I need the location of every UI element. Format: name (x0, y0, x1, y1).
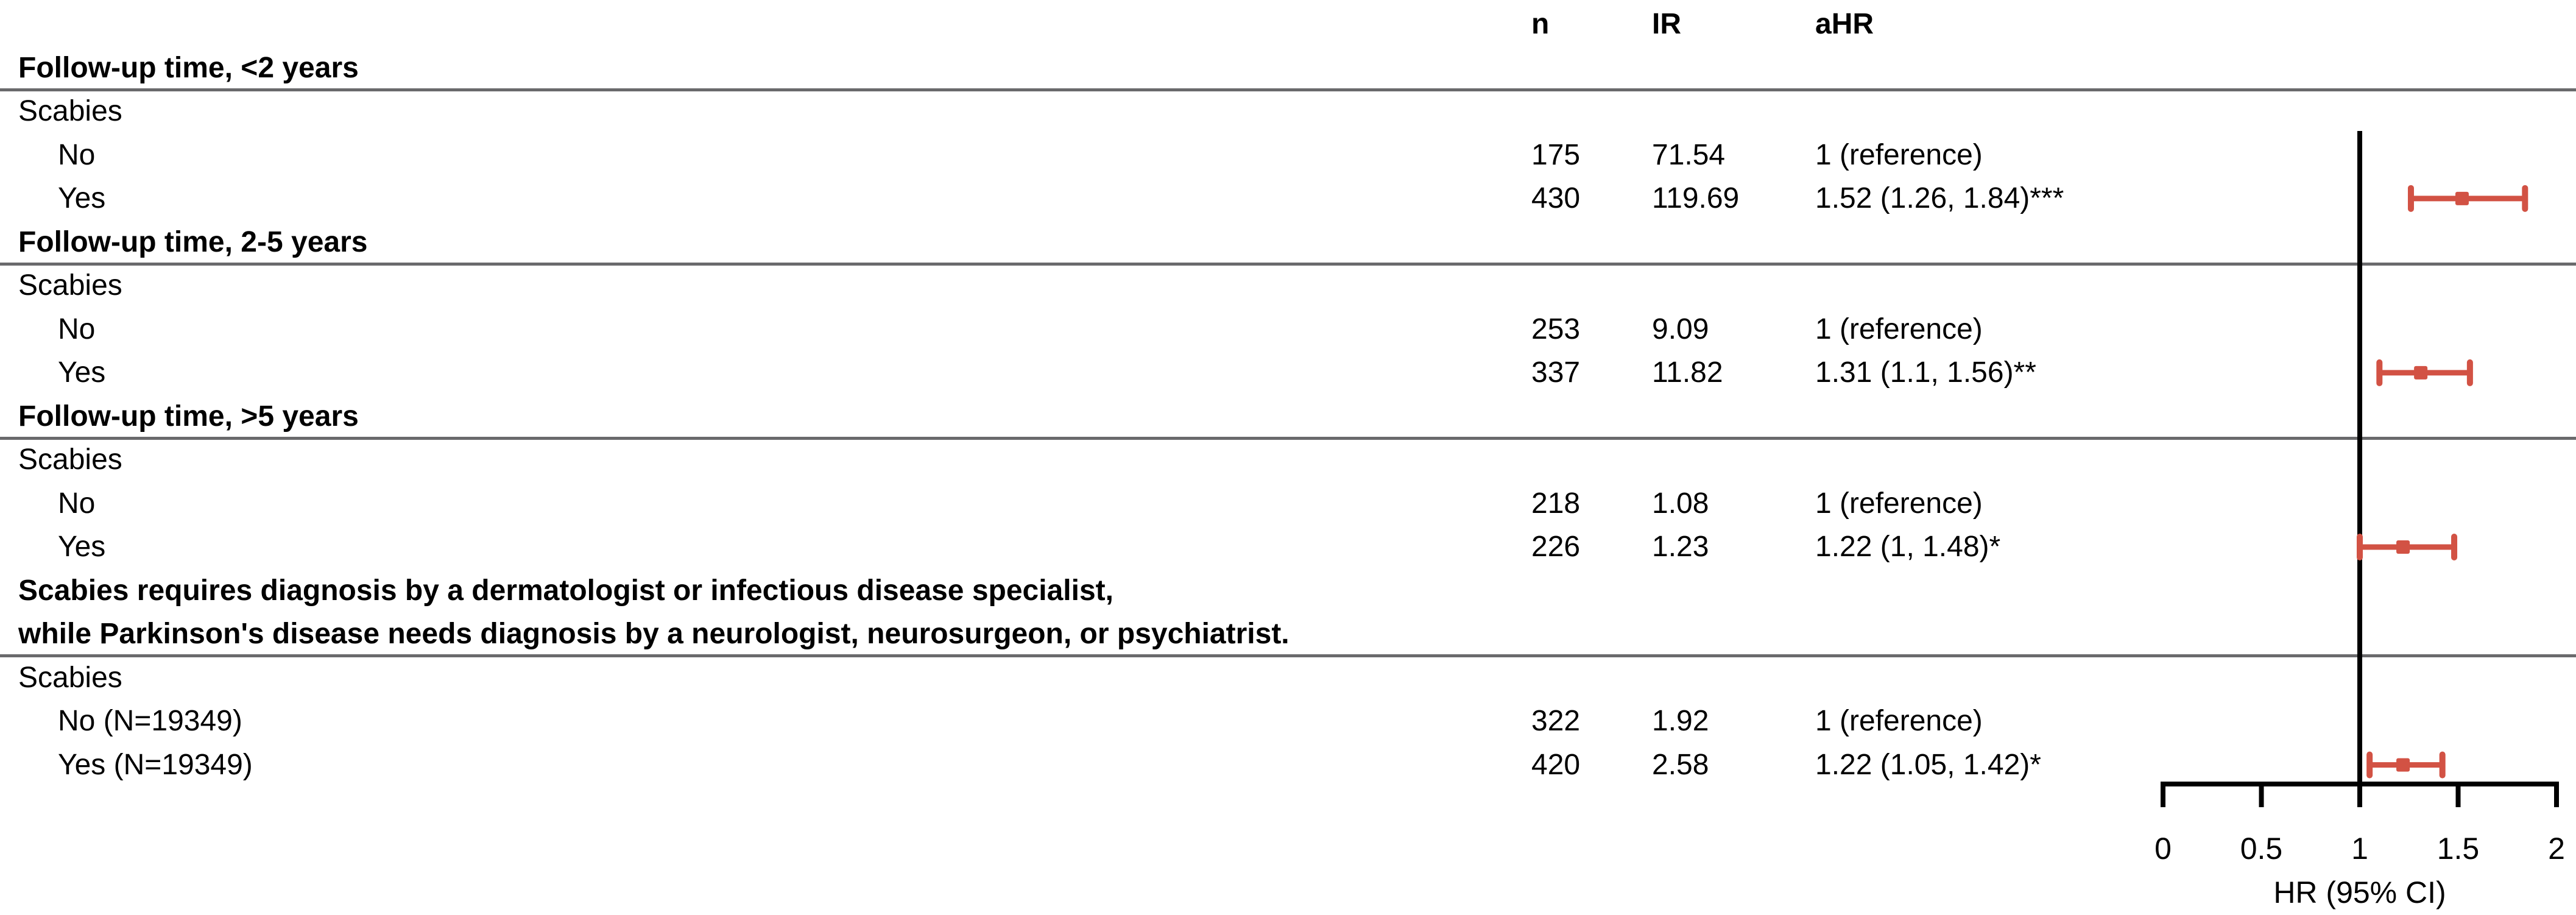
n-cell: 322 (1531, 705, 1581, 738)
ir-cell: 119.69 (1652, 182, 1740, 215)
n-cell: 337 (1531, 356, 1581, 389)
n-cell: 430 (1531, 182, 1581, 215)
row-label: Scabies (18, 443, 122, 476)
ahr-cell: 1 (reference) (1815, 138, 1983, 171)
table-row: No 253 9.09 1 (reference) (0, 308, 2576, 352)
ir-cell: 9.09 (1652, 313, 1709, 345)
separator-line (0, 436, 2576, 440)
table-row: Scabies (0, 90, 2576, 133)
tick-label: 0 (2154, 832, 2172, 866)
point-estimate-marker (2396, 540, 2410, 554)
error-bar (2357, 534, 2458, 560)
ahr-cell: 1 (reference) (1815, 313, 1983, 345)
ir-cell: 11.82 (1652, 356, 1723, 389)
ir-cell: 2.58 (1652, 748, 1709, 781)
x-axis-label: HR (95% CI) (2273, 875, 2446, 910)
table-row: Scabies (0, 438, 2576, 482)
point-estimate-marker (2414, 366, 2428, 380)
ir-cell: 1.08 (1652, 487, 1709, 520)
separator-line (0, 654, 2576, 658)
table-row: Yes 226 1.23 1.22 (1, 1.48)* (0, 525, 2576, 569)
ir-cell: 71.54 (1652, 138, 1726, 171)
table-row: No (N=19349) 322 1.92 1 (reference) (0, 699, 2576, 743)
section-header-row: Follow-up time, 2-5 years (0, 221, 2576, 264)
error-bar (2407, 185, 2528, 212)
section-header-row: Scabies requires diagnosis by a dermatol… (0, 569, 2576, 613)
ahr-cell: 1.52 (1.26, 1.84)*** (1815, 182, 2064, 215)
row-label: Scabies requires diagnosis by a dermatol… (18, 574, 1113, 607)
n-cell: 226 (1531, 531, 1581, 563)
row-label: Follow-up time, >5 years (18, 400, 359, 433)
row-label: No (58, 313, 96, 345)
table-row: Yes 430 119.69 1.52 (1.26, 1.84)*** (0, 177, 2576, 221)
ahr-cell: 1.31 (1.1, 1.56)** (1815, 356, 2036, 389)
row-label: Yes (58, 531, 106, 563)
row-label: No (58, 138, 96, 171)
ahr-cell: 1.22 (1, 1.48)* (1815, 531, 2001, 563)
table-row: Scabies (0, 264, 2576, 308)
ir-cell: 1.23 (1652, 531, 1709, 563)
table-row: No 218 1.08 1 (reference) (0, 482, 2576, 526)
ahr-cell: 1 (reference) (1815, 487, 1983, 520)
row-label: Scabies (18, 661, 122, 694)
table-row: No 175 71.54 1 (reference) (0, 133, 2576, 177)
column-header-row: n IR aHR (0, 2, 2576, 46)
row-label: Follow-up time, 2-5 years (18, 225, 368, 258)
n-cell: 420 (1531, 748, 1581, 781)
point-estimate-marker (2396, 758, 2410, 772)
tick-label: 1.5 (2437, 832, 2480, 866)
row-label: No (N=19349) (58, 705, 242, 738)
row-label: Follow-up time, <2 years (18, 51, 359, 84)
table-row: Scabies (0, 656, 2576, 700)
n-cell: 175 (1531, 138, 1581, 171)
error-bar (2366, 751, 2446, 779)
n-cell: n (1531, 8, 1550, 40)
ahr-cell: 1 (reference) (1815, 705, 1983, 738)
row-label: No (58, 487, 96, 520)
row-label: Scabies (18, 269, 122, 302)
separator-line (0, 88, 2576, 91)
n-cell: 253 (1531, 313, 1581, 345)
section-header-row: Follow-up time, >5 years (0, 395, 2576, 439)
ahr-cell: 1.22 (1.05, 1.42)* (1815, 748, 2041, 781)
row-label: while Parkinson's disease needs diagnosi… (18, 618, 1290, 651)
tick-label: 1 (2351, 832, 2368, 866)
section-header-row: while Parkinson's disease needs diagnosi… (0, 612, 2576, 656)
row-label: Scabies (18, 95, 122, 128)
error-bar (2376, 359, 2473, 386)
ir-cell: 1.92 (1652, 705, 1709, 738)
ir-cell: IR (1652, 8, 1681, 40)
tick-label: 2 (2548, 832, 2565, 866)
table-row: Yes 337 11.82 1.31 (1.1, 1.56)** (0, 351, 2576, 395)
row-label: Yes (N=19349) (58, 748, 253, 781)
row-label: Yes (58, 356, 106, 389)
separator-line (0, 262, 2576, 266)
section-header-row: Follow-up time, <2 years (0, 46, 2576, 90)
row-label: Yes (58, 182, 106, 215)
table-row: Yes (N=19349) 420 2.58 1.22 (1.05, 1.42)* (0, 743, 2576, 787)
ahr-cell: aHR (1815, 8, 1874, 40)
tick-label: 0.5 (2240, 832, 2283, 866)
n-cell: 218 (1531, 487, 1581, 520)
point-estimate-marker (2455, 191, 2469, 205)
